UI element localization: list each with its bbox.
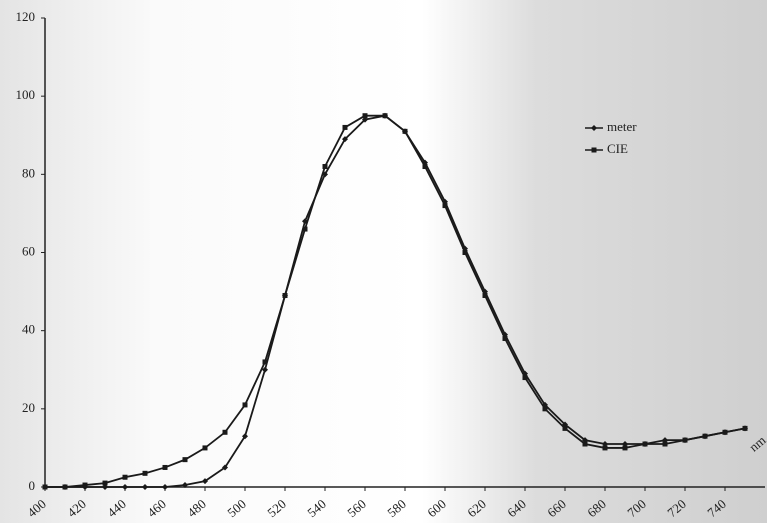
point bbox=[563, 426, 568, 431]
point bbox=[623, 445, 628, 450]
legend-marker bbox=[592, 148, 597, 153]
point bbox=[523, 375, 528, 380]
y-tick-label: 100 bbox=[16, 87, 36, 102]
page: {"chart_data": { "type": "line", "x": [4… bbox=[0, 0, 767, 523]
chart: 0204060801001204004204404604805005205405… bbox=[0, 0, 767, 523]
point bbox=[383, 113, 388, 118]
point bbox=[223, 430, 228, 435]
point bbox=[583, 442, 588, 447]
point bbox=[183, 457, 188, 462]
y-tick-label: 80 bbox=[22, 165, 35, 180]
point bbox=[743, 426, 748, 431]
point bbox=[323, 164, 328, 169]
y-tick-label: 40 bbox=[22, 322, 35, 337]
point bbox=[703, 434, 708, 439]
point bbox=[543, 406, 548, 411]
point bbox=[263, 359, 268, 364]
point bbox=[103, 481, 108, 486]
point bbox=[463, 250, 468, 255]
point bbox=[503, 336, 508, 341]
point bbox=[363, 113, 368, 118]
point bbox=[403, 129, 408, 134]
point bbox=[63, 485, 68, 490]
point bbox=[423, 164, 428, 169]
point bbox=[43, 485, 48, 490]
y-tick-label: 60 bbox=[22, 243, 35, 258]
point bbox=[83, 483, 88, 488]
legend-label: CIE bbox=[607, 141, 628, 156]
point bbox=[303, 227, 308, 232]
point bbox=[603, 445, 608, 450]
point bbox=[143, 471, 148, 476]
point bbox=[243, 402, 248, 407]
point bbox=[643, 442, 648, 447]
point bbox=[343, 125, 348, 130]
point bbox=[283, 293, 288, 298]
point bbox=[483, 293, 488, 298]
y-tick-label: 120 bbox=[16, 9, 36, 24]
legend-label: meter bbox=[607, 119, 637, 134]
point bbox=[683, 438, 688, 443]
point bbox=[163, 465, 168, 470]
point bbox=[443, 203, 448, 208]
y-tick-label: 20 bbox=[22, 400, 35, 415]
point bbox=[203, 445, 208, 450]
point bbox=[123, 475, 128, 480]
y-tick-label: 0 bbox=[29, 478, 36, 493]
point bbox=[663, 442, 668, 447]
point bbox=[723, 430, 728, 435]
